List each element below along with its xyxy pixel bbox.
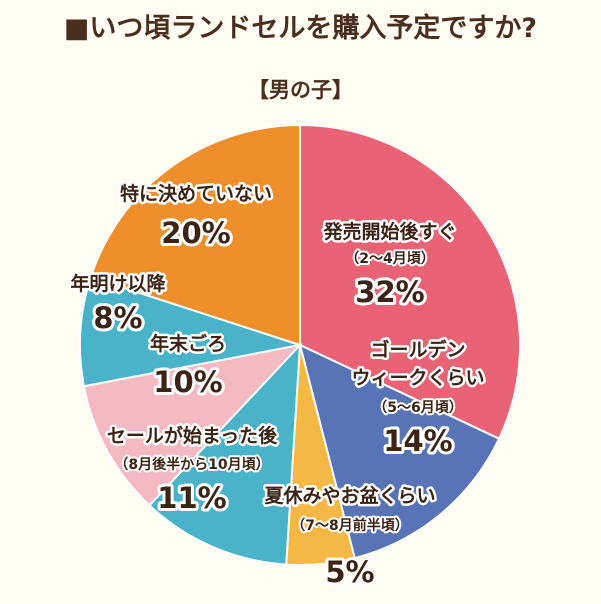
slice-percent: 11% bbox=[157, 481, 226, 515]
slice-label: 特に決めていない bbox=[120, 183, 272, 205]
slice-label: セールが始まった後 bbox=[107, 424, 278, 447]
slice-sublabel: （8月後半から10月頃） bbox=[114, 456, 269, 473]
chart-title: ■いつ頃ランドセルを購入予定ですか? bbox=[63, 13, 538, 44]
slice-percent: 8% bbox=[93, 301, 142, 335]
slice-sublabel: （7〜8月前半頃） bbox=[291, 517, 408, 534]
pie-slice bbox=[299, 123, 521, 441]
pie-slices bbox=[79, 123, 521, 566]
slice-label: ゴールデン bbox=[370, 338, 465, 361]
slice-label: 年明け以降 bbox=[70, 272, 166, 295]
pie-slice bbox=[89, 123, 301, 347]
slice-sublabel: （2〜4月頃） bbox=[345, 251, 434, 267]
slice-percent: 20% bbox=[161, 216, 230, 250]
slice-percent: 32% bbox=[355, 275, 424, 309]
pie-slice bbox=[79, 275, 301, 388]
pie-slice bbox=[82, 343, 303, 507]
slice-label: 夏休みやお盆くらい bbox=[264, 484, 435, 507]
slice-percent: 14% bbox=[383, 424, 452, 458]
pie-slice bbox=[298, 343, 501, 560]
slice-sublabel: （5〜6月頃） bbox=[373, 400, 462, 416]
slice-label: ウィークくらい bbox=[351, 367, 484, 389]
slice-label: 年末ごろ bbox=[150, 332, 226, 355]
chart-subtitle: 【男の子】 bbox=[248, 78, 353, 102]
pie-slice bbox=[147, 342, 302, 566]
slice-percent: 10% bbox=[153, 365, 222, 399]
slice-label: 発売開始後すぐ bbox=[322, 220, 456, 243]
slice-percent: 5% bbox=[325, 555, 374, 589]
